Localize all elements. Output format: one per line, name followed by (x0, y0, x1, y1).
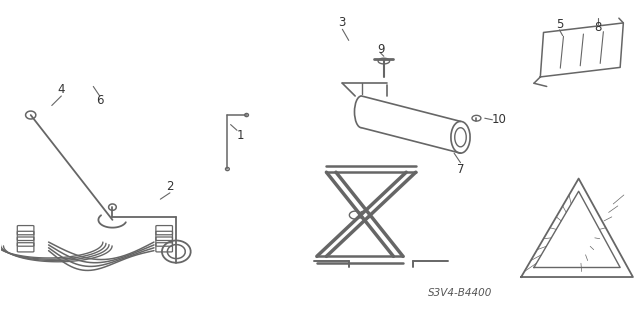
Text: 1: 1 (236, 129, 244, 142)
Text: 10: 10 (492, 113, 506, 126)
Text: 2: 2 (166, 180, 173, 193)
Text: 4: 4 (58, 83, 65, 96)
Text: 7: 7 (457, 162, 464, 175)
Text: 3: 3 (339, 16, 346, 29)
Text: 8: 8 (594, 21, 602, 34)
Text: 9: 9 (377, 43, 385, 56)
Text: 5: 5 (556, 18, 563, 31)
Text: 6: 6 (96, 94, 104, 107)
Text: S3V4-B4400: S3V4-B4400 (428, 288, 493, 298)
